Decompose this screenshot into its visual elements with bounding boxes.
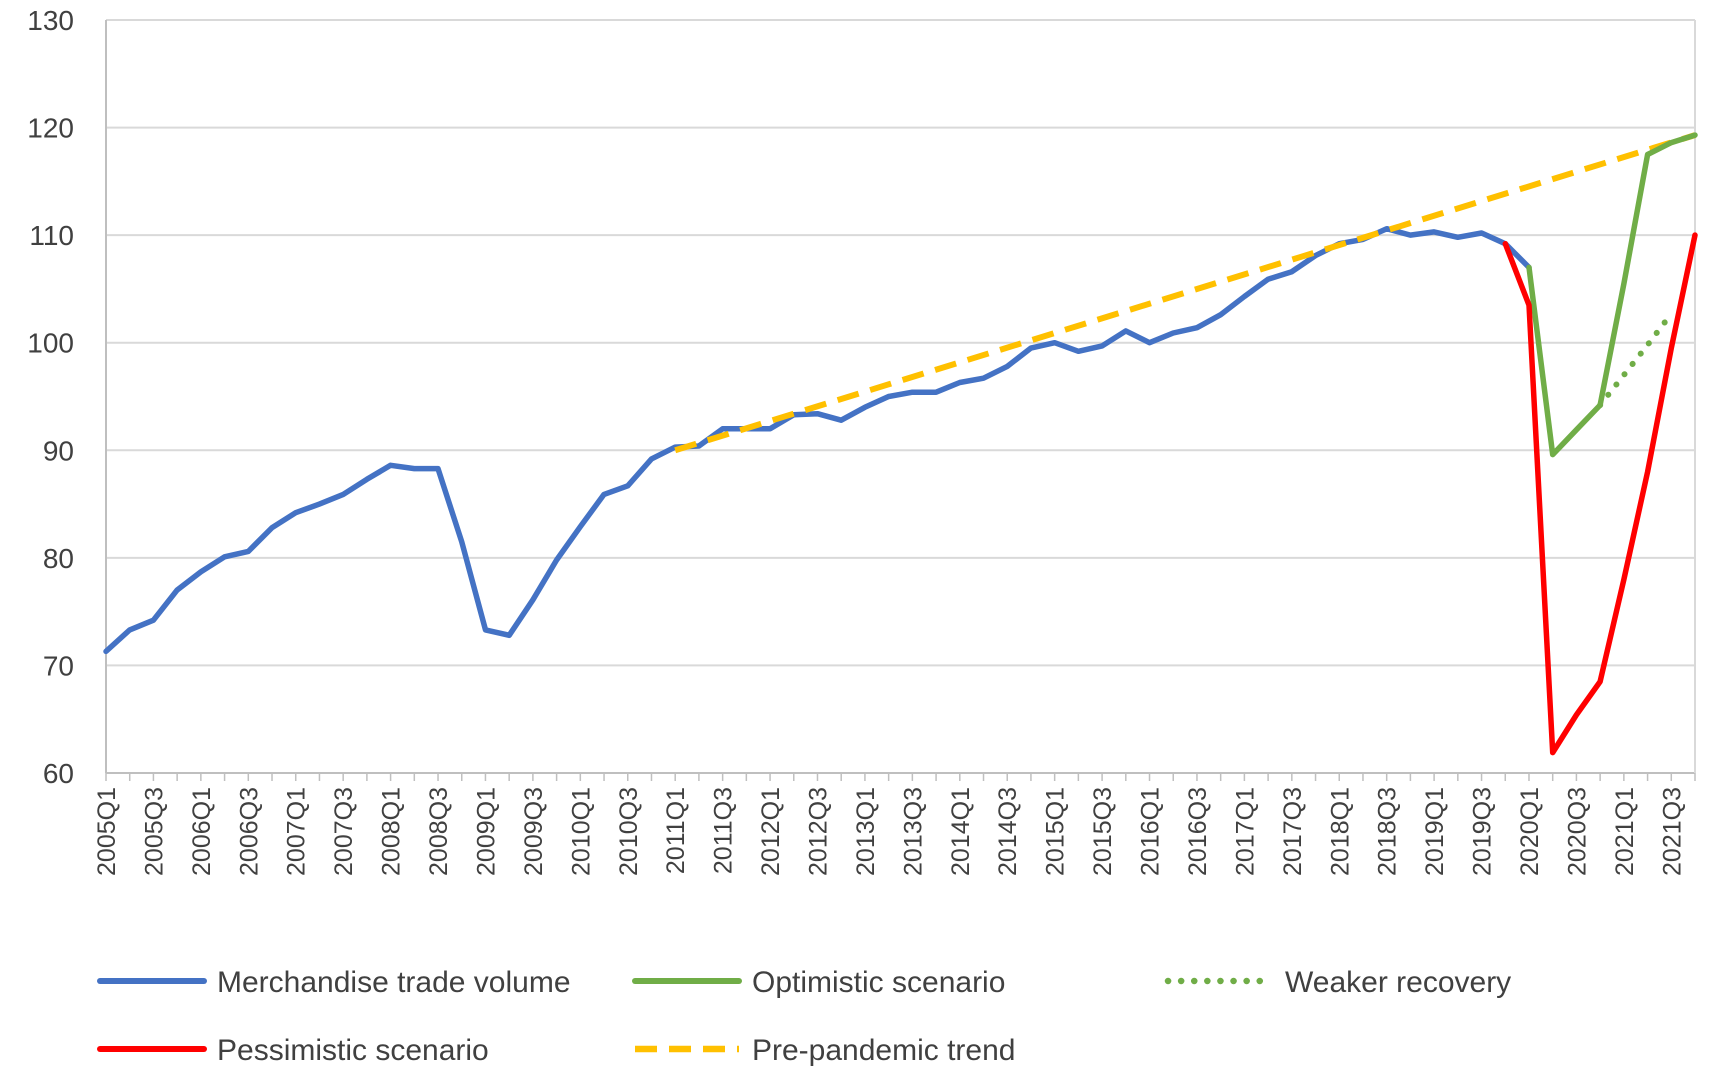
y-tick-label: 90	[43, 435, 74, 466]
x-tick-label: 2010Q1	[567, 787, 595, 876]
x-tick-label: 2018Q1	[1326, 787, 1354, 876]
x-tick-label: 2012Q1	[757, 787, 785, 876]
legend: Merchandise trade volume Optimistic scena…	[97, 966, 1511, 1067]
series-pessimistic-scenario	[1502, 232, 1698, 756]
x-tick-label: 2020Q1	[1516, 787, 1544, 876]
x-tick-label: 2008Q3	[425, 787, 453, 876]
legend-label: Pessimistic scenario	[217, 1034, 489, 1067]
x-tick-label: 2013Q1	[852, 787, 880, 876]
x-tick-label: 2019Q1	[1421, 787, 1449, 876]
x-tick-label: 2018Q3	[1374, 787, 1402, 876]
series-optimistic-scenario	[1526, 132, 1698, 458]
x-tick-label: 2007Q3	[330, 787, 358, 876]
x-axis-tick-labels: 2005Q1 2005Q3 2006Q1 2006Q3 2007Q1 2007Q3 2008…	[93, 787, 1686, 876]
x-tick-label: 2016Q3	[1184, 787, 1212, 876]
x-tick-label: 2014Q3	[994, 787, 1022, 876]
x-tick-label: 2020Q3	[1563, 787, 1591, 876]
series-pre-pandemic-trend	[674, 132, 1696, 454]
x-tick-label: 2015Q1	[1042, 787, 1070, 876]
x-tick-label: 2006Q3	[235, 787, 263, 876]
legend-item: Pre-pandemic trend	[635, 1034, 1015, 1067]
y-axis-tick-labels: 130 120 110 100 90 80 70 60	[27, 5, 74, 789]
y-tick-label: 80	[43, 543, 74, 574]
y-tick-label: 110	[29, 220, 74, 251]
y-tick-label: 120	[27, 113, 74, 144]
legend-item: Pessimistic scenario	[97, 1034, 489, 1067]
x-tick-label: 2005Q3	[140, 787, 168, 876]
legend-label: Merchandise trade volume	[217, 966, 571, 999]
series-lines	[103, 132, 1698, 756]
x-tick-label: 2007Q1	[283, 787, 311, 876]
legend-item: Weaker recovery	[1164, 966, 1511, 999]
x-tick-label: 2009Q1	[472, 787, 500, 876]
legend-label: Pre-pandemic trend	[752, 1034, 1015, 1067]
y-tick-label: 130	[27, 5, 74, 36]
series-merchandise-trade-volume	[103, 225, 1532, 655]
legend-label: Weaker recovery	[1285, 966, 1511, 999]
x-tick-label: 2011Q3	[710, 787, 738, 874]
x-tick-label: 2011Q1	[662, 787, 690, 874]
x-tick-label: 2015Q3	[1089, 787, 1117, 876]
legend-label: Optimistic scenario	[752, 966, 1005, 999]
x-tick-label: 2010Q3	[615, 787, 643, 876]
x-tick-label: 2009Q3	[520, 787, 548, 876]
x-tick-label: 2021Q1	[1611, 787, 1639, 876]
x-tick-label: 2016Q1	[1137, 787, 1165, 876]
legend-item: Merchandise trade volume	[97, 966, 571, 999]
x-tick-label: 2013Q3	[899, 787, 927, 876]
y-tick-label: 100	[27, 328, 74, 359]
x-tick-label: 2017Q3	[1279, 787, 1307, 876]
y-tick-label: 70	[43, 650, 74, 681]
axes	[105, 20, 1696, 781]
gridlines	[106, 19, 1695, 667]
x-tick-label: 2017Q1	[1231, 787, 1259, 876]
x-tick-label: 2014Q1	[947, 787, 975, 876]
x-tick-label: 2006Q1	[188, 787, 216, 876]
x-tick-label: 2012Q3	[804, 787, 832, 876]
x-tick-label: 2005Q1	[93, 787, 121, 876]
x-tick-label: 2019Q3	[1469, 787, 1497, 876]
x-tick-label: 2021Q3	[1658, 787, 1686, 876]
y-tick-label: 60	[43, 758, 74, 789]
x-tick-label: 2008Q1	[378, 787, 406, 876]
legend-item: Optimistic scenario	[632, 966, 1005, 999]
